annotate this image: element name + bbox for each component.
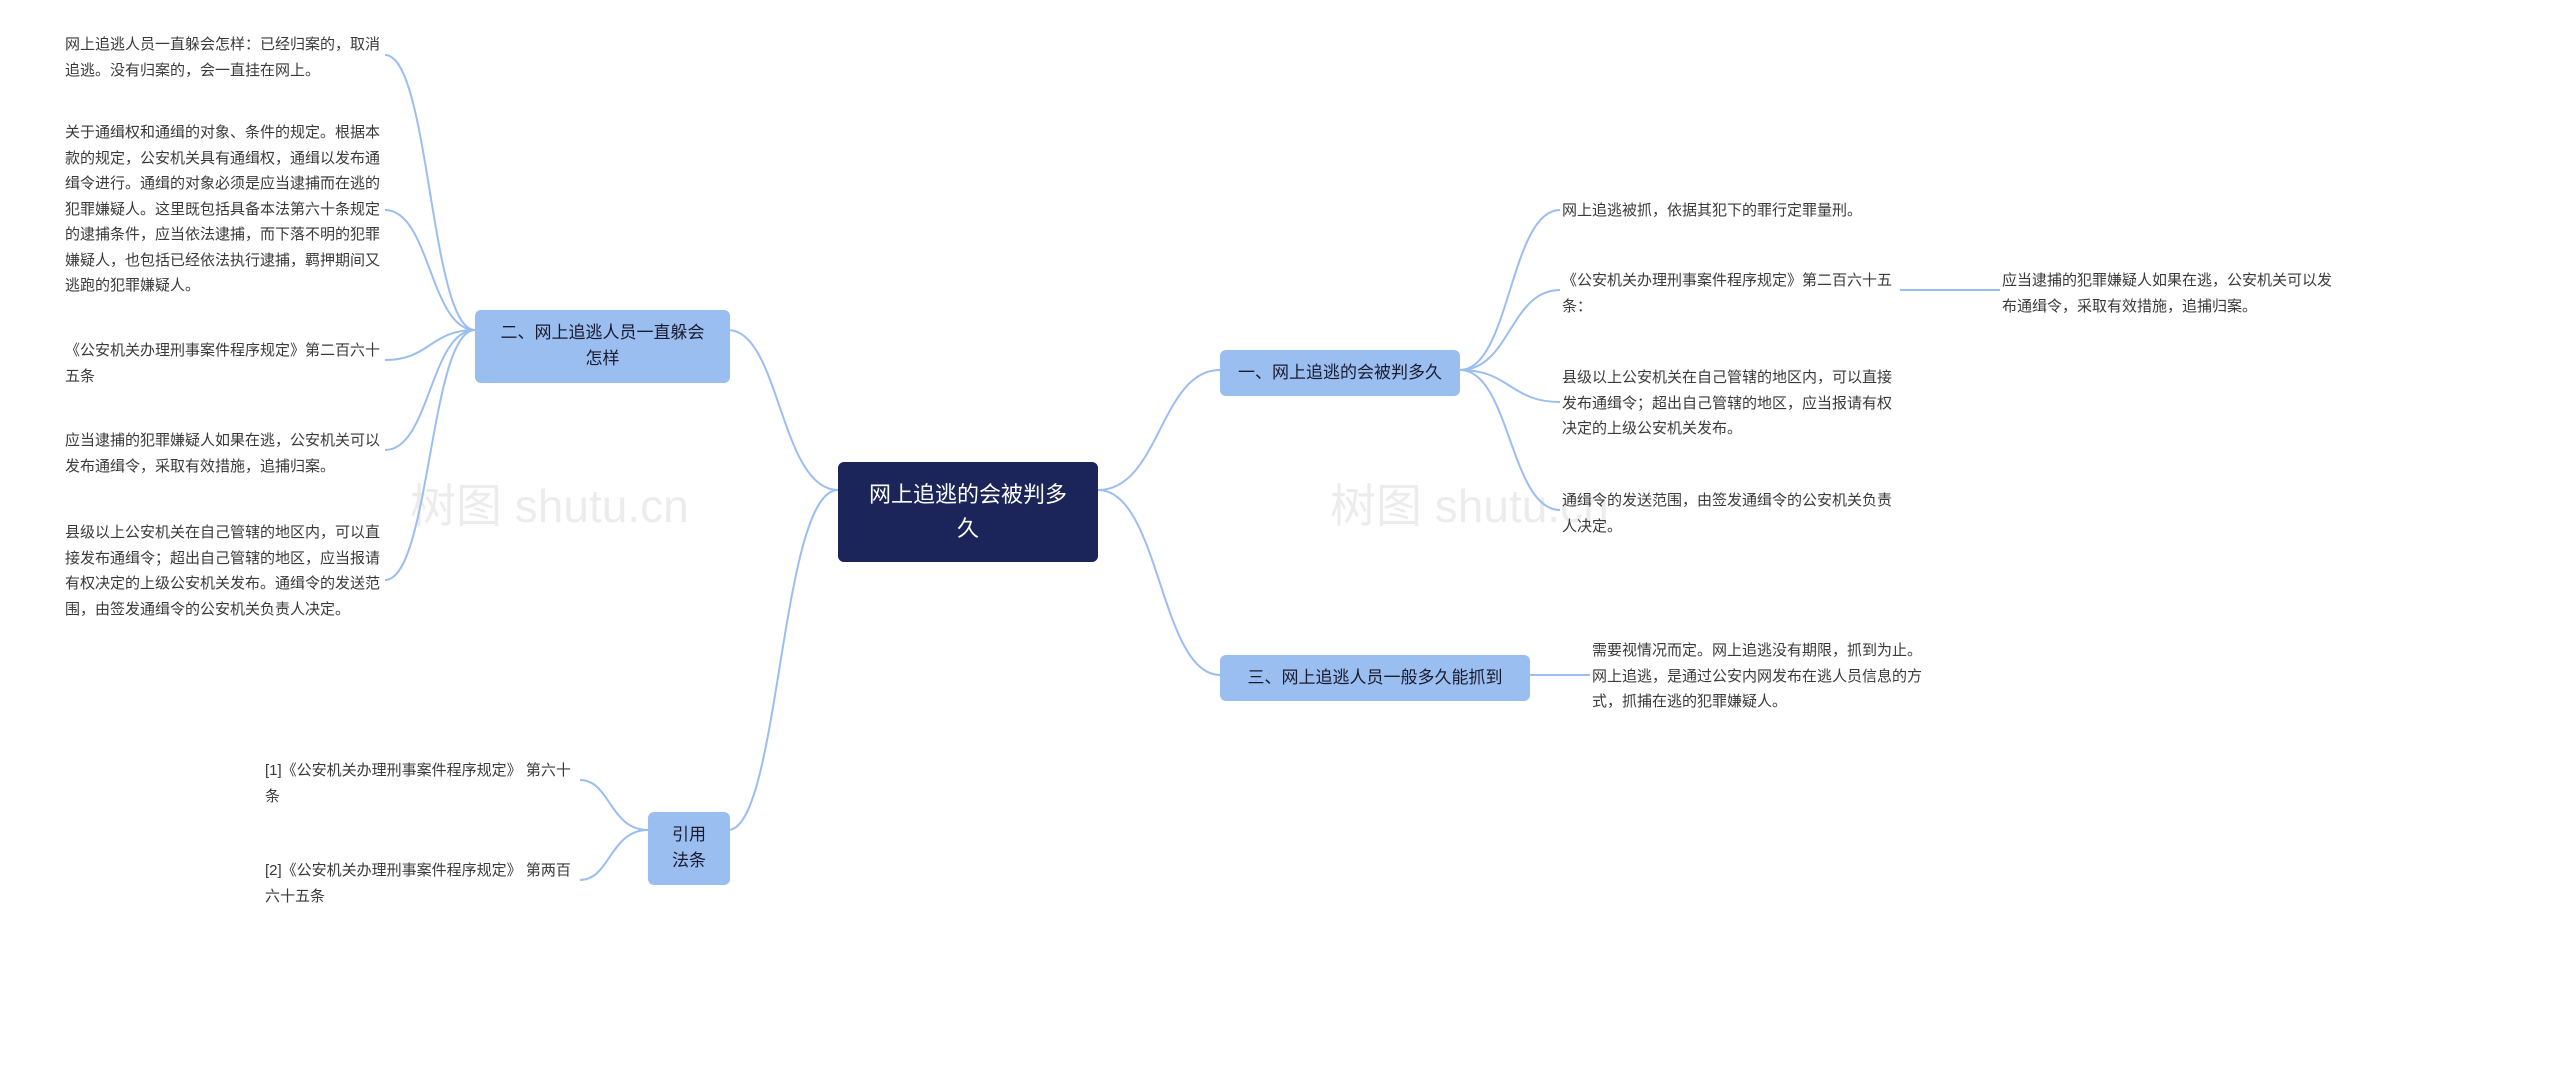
leaf-node: 《公安机关办理刑事案件程序规定》第二百六十五条 bbox=[65, 338, 385, 389]
leaf-node: 通缉令的发送范围，由签发通缉令的公安机关负责人决定。 bbox=[1562, 488, 1892, 539]
leaf-node: 网上追逃被抓，依据其犯下的罪行定罪量刑。 bbox=[1562, 198, 1902, 224]
leaf-node: 应当逮捕的犯罪嫌疑人如果在逃，公安机关可以发布通缉令，采取有效措施，追捕归案。 bbox=[65, 428, 385, 479]
branch-node-l2: 二、网上追逃人员一直躲会怎样 bbox=[475, 310, 730, 383]
leaf-node: 县级以上公安机关在自己管辖的地区内，可以直接发布通缉令；超出自己管辖的地区，应当… bbox=[65, 520, 385, 622]
leaf-node: 应当逮捕的犯罪嫌疑人如果在逃，公安机关可以发布通缉令，采取有效措施，追捕归案。 bbox=[2002, 268, 2332, 319]
leaf-node: 《公安机关办理刑事案件程序规定》第二百六十五条： bbox=[1562, 268, 1902, 319]
leaf-node: 需要视情况而定。网上追逃没有期限，抓到为止。网上追逃，是通过公安内网发布在逃人员… bbox=[1592, 638, 1922, 715]
root-node: 网上追逃的会被判多久 bbox=[838, 462, 1098, 562]
connectors bbox=[250, 0, 2560, 1070]
leaf-node: 县级以上公安机关在自己管辖的地区内，可以直接发布通缉令；超出自己管辖的地区，应当… bbox=[1562, 365, 1892, 442]
leaf-node: [2]《公安机关办理刑事案件程序规定》 第两百六十五条 bbox=[265, 858, 585, 909]
branch-node-r3: 三、网上追逃人员一般多久能抓到 bbox=[1220, 655, 1530, 701]
watermark: 树图 shutu.cn bbox=[410, 470, 689, 536]
branch-node-cites: 引用法条 bbox=[648, 812, 730, 885]
branch-node-r1: 一、网上追逃的会被判多久 bbox=[1220, 350, 1460, 396]
leaf-node: [1]《公安机关办理刑事案件程序规定》 第六十条 bbox=[265, 758, 585, 809]
leaf-node: 网上追逃人员一直躲会怎样：已经归案的，取消追逃。没有归案的，会一直挂在网上。 bbox=[65, 32, 385, 83]
leaf-node: 关于通缉权和通缉的对象、条件的规定。根据本款的规定，公安机关具有通缉权，通缉以发… bbox=[65, 120, 385, 299]
